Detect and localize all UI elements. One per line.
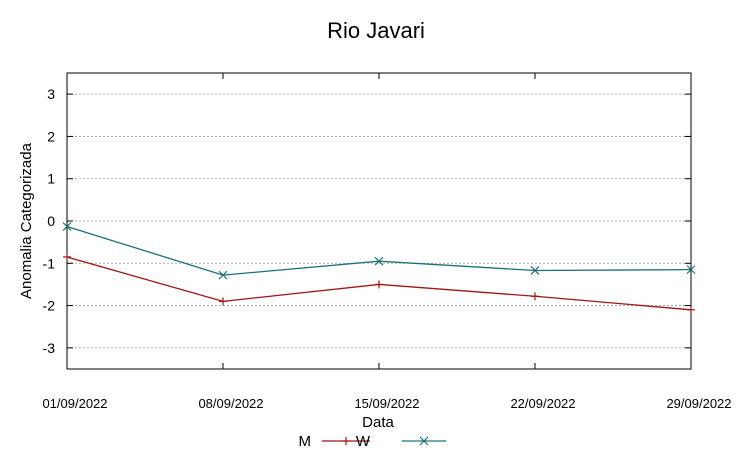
y-tick-label: 0 (47, 213, 55, 229)
series-line-W (66, 225, 692, 276)
data-point-M (219, 297, 227, 306)
x-tick-label: 08/09/2022 (198, 396, 263, 411)
data-point-W (530, 266, 540, 275)
y-tick-label: -2 (43, 298, 56, 314)
legend-marker-W (419, 436, 429, 446)
data-point-M (531, 292, 539, 301)
y-tick-label: 3 (47, 86, 55, 102)
data-point-W (62, 222, 72, 231)
legend-label-W: W (356, 433, 371, 450)
x-ticks: 01/09/2022 08/09/2022 15/09/2022 22/09/2022… (42, 73, 732, 411)
y-tick-label: -3 (43, 340, 56, 356)
x-tick-label: 15/09/2022 (354, 396, 419, 411)
series-layer (62, 222, 696, 314)
grid-lines (67, 93, 691, 349)
data-point-W (374, 256, 384, 266)
legend-label-M: M (299, 433, 312, 450)
y-tick-label: 2 (47, 128, 55, 144)
data-point-W (218, 270, 228, 280)
x-tick-label: 22/09/2022 (510, 396, 575, 411)
data-point-M (375, 280, 383, 289)
chart-title: Rio Javari (327, 18, 425, 43)
data-point-W (686, 265, 696, 275)
x-tick-label: 29/09/2022 (666, 396, 731, 411)
y-tick-label: 1 (47, 171, 55, 187)
x-tick-label: 01/09/2022 (42, 396, 107, 411)
legend-marker-M (342, 437, 350, 445)
y-axis-label: Anomalia Categorizada (18, 142, 35, 299)
x-axis-label: Data (362, 414, 394, 431)
data-point-M (63, 252, 71, 261)
y-ticks: 3 2 1 0 -1 -2 -3 (43, 86, 691, 356)
data-point-M (687, 305, 695, 314)
y-tick-label: -1 (43, 255, 56, 271)
